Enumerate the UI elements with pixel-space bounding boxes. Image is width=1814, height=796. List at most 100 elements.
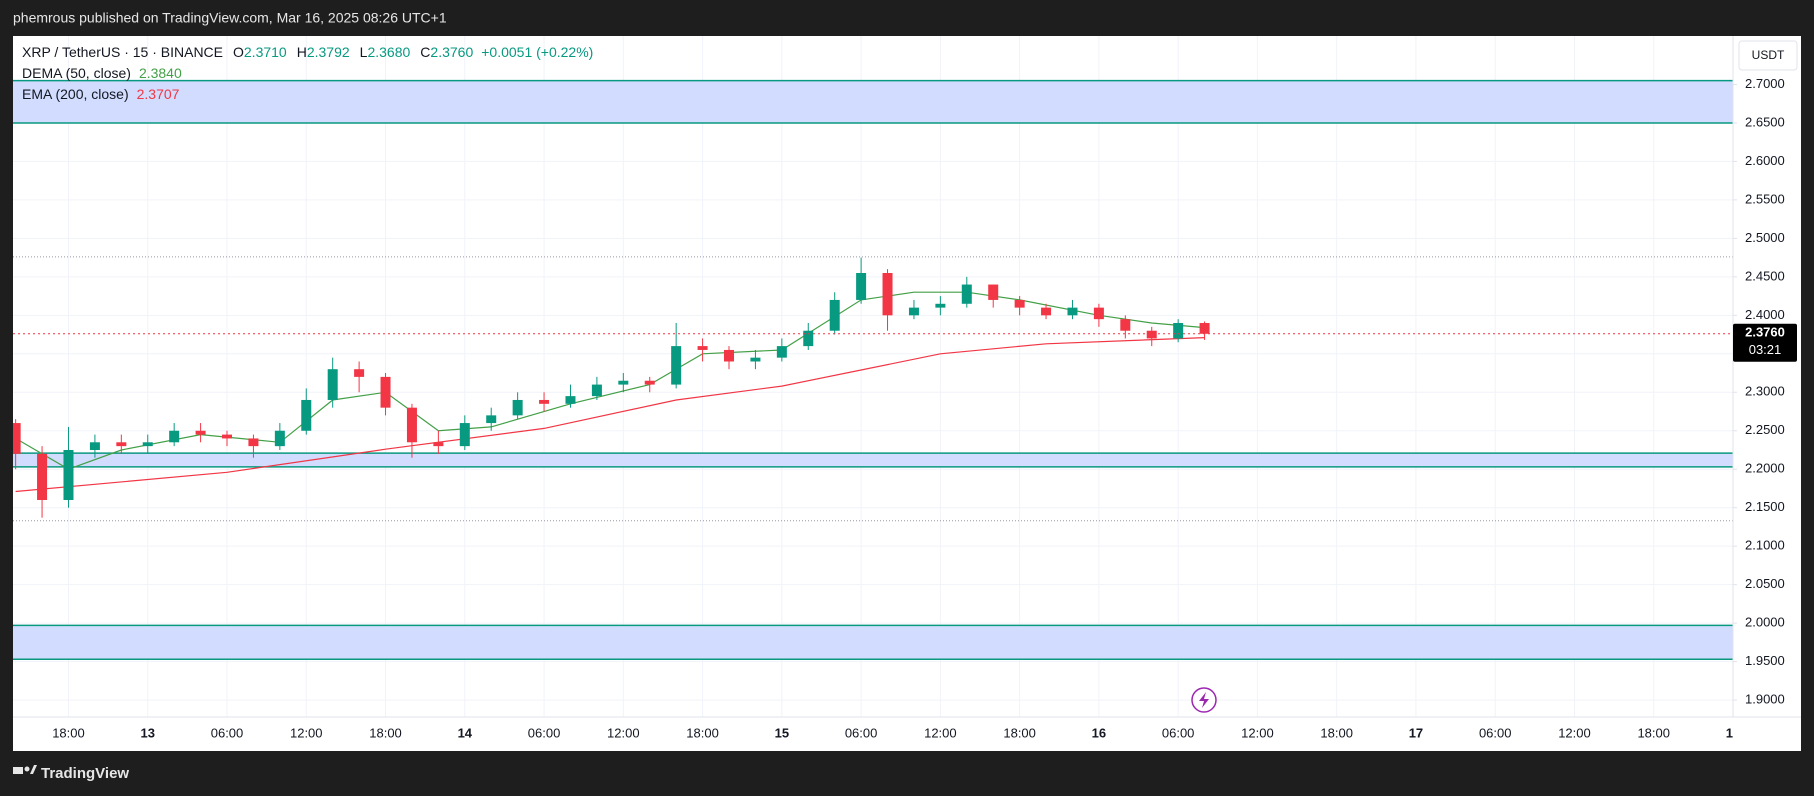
candle-body <box>1199 323 1210 334</box>
y-tick-label: 2.5000 <box>1745 230 1785 245</box>
close: 2.3760 <box>430 44 473 60</box>
candle-body <box>195 430 206 435</box>
y-tick-label: 2.1000 <box>1745 538 1785 553</box>
y-tick-label: 2.3000 <box>1745 384 1785 399</box>
x-tick-label: 12:00 <box>607 725 640 740</box>
indicator-line <box>15 291 1205 470</box>
indicator-name: EMA (200, close) <box>22 86 129 102</box>
change: +0.0051 (+0.22%) <box>481 44 593 60</box>
candle-body <box>142 442 153 447</box>
y-tick-label: 2.2500 <box>1745 422 1785 437</box>
y-tick-label: 2.4000 <box>1745 307 1785 322</box>
candle-body <box>1067 307 1078 316</box>
indicator-value: 2.3707 <box>137 86 180 102</box>
candle-body <box>697 346 708 350</box>
price-tag-label: 2.3760 <box>1745 325 1785 340</box>
candle-body <box>803 330 814 347</box>
y-tick-label: 2.0000 <box>1745 615 1785 630</box>
candle-body <box>776 346 787 358</box>
candle-body <box>116 442 127 447</box>
x-tick-label: 16 <box>1092 725 1106 740</box>
y-tick-label: 1.9000 <box>1745 692 1785 707</box>
x-tick-label: 12:00 <box>1241 725 1274 740</box>
candle-body <box>935 303 946 308</box>
x-tick-label: 18:00 <box>52 725 85 740</box>
candle-body <box>274 430 285 447</box>
legend-line: EMA (200, close) 2.3707 <box>22 86 180 102</box>
zone <box>13 453 1733 467</box>
candle-body <box>459 423 470 447</box>
c: C <box>420 44 430 60</box>
y-tick-label: 2.1500 <box>1745 499 1785 514</box>
candle-body <box>724 349 735 362</box>
candle-body <box>486 415 497 424</box>
indicator-line <box>15 337 1205 493</box>
price-tag <box>1733 323 1797 362</box>
candle-body <box>829 299 840 331</box>
candle-body <box>882 273 893 316</box>
candle-body <box>380 376 391 408</box>
low: 2.3680 <box>367 44 410 60</box>
currency-button[interactable] <box>1738 40 1798 71</box>
candle-body <box>856 273 867 300</box>
h: H <box>297 44 307 60</box>
candle-body <box>13 423 21 454</box>
x-tick-label: 18:00 <box>686 725 719 740</box>
high: 2.3792 <box>307 44 350 60</box>
x-tick-label: 13 <box>141 725 155 740</box>
y-tick-label: 2.0500 <box>1745 576 1785 591</box>
y-tick-label: 2.7000 <box>1745 76 1785 91</box>
candle-body <box>169 430 180 443</box>
candle-body <box>433 442 444 447</box>
x-tick-label: 14 <box>458 725 473 740</box>
candle-body <box>354 369 365 377</box>
legend-line: DEMA (50, close) 2.3840 <box>22 65 182 81</box>
candle-body <box>301 399 312 431</box>
legend-ohlc: XRP / TetherUS · 15 · BINANCE O2.3710 H2.3… <box>22 44 593 60</box>
symbol: XRP / TetherUS · 15 · BINANCE <box>22 44 223 60</box>
candle-body <box>1014 299 1025 308</box>
indicator-name: DEMA (50, close) <box>22 65 131 81</box>
candle-body <box>222 434 233 439</box>
candle-body <box>539 399 550 404</box>
l: L <box>360 44 368 60</box>
candle-body <box>327 369 338 400</box>
candle-body <box>63 449 74 501</box>
candle-body <box>908 307 919 316</box>
y-tick-label: 1.9500 <box>1745 653 1785 668</box>
x-tick-label: 18:00 <box>1003 725 1036 740</box>
y-tick-label: 2.5500 <box>1745 191 1785 206</box>
x-tick-label: 18:00 <box>1320 725 1353 740</box>
x-tick-label: 06:00 <box>1479 725 1512 740</box>
candle-body <box>1173 323 1184 339</box>
y-tick-label: 2.6000 <box>1745 153 1785 168</box>
x-tick-label: 06:00 <box>1162 725 1195 740</box>
candle-body <box>1093 307 1104 320</box>
currency: USDT <box>1752 48 1785 62</box>
candle-body <box>1041 307 1052 316</box>
candle-body <box>644 380 655 385</box>
x-tick-label: 18 <box>1726 725 1740 740</box>
candle-body <box>1120 319 1131 331</box>
candle-body <box>591 384 602 397</box>
x-tick-label: 17 <box>1409 725 1423 740</box>
candle-body <box>248 438 259 447</box>
candle-body <box>565 396 576 404</box>
zone <box>13 625 1733 660</box>
x-tick-label: 12:00 <box>924 725 957 740</box>
x-tick-label: 06:00 <box>211 725 244 740</box>
publish-info: phemrous published on TradingView.com, M… <box>13 10 447 26</box>
indicator-value: 2.3840 <box>139 65 182 81</box>
x-tick-label: 15 <box>775 725 789 740</box>
zone <box>13 80 1733 123</box>
footer-logo <box>13 765 37 774</box>
x-tick-label: 12:00 <box>1558 725 1591 740</box>
y-tick-label: 2.4500 <box>1745 268 1785 283</box>
candle-body <box>89 442 100 450</box>
candle-body <box>1146 330 1157 339</box>
candle-body <box>618 380 629 385</box>
countdown: 03:21 <box>1749 342 1782 357</box>
candle-body <box>988 284 999 300</box>
